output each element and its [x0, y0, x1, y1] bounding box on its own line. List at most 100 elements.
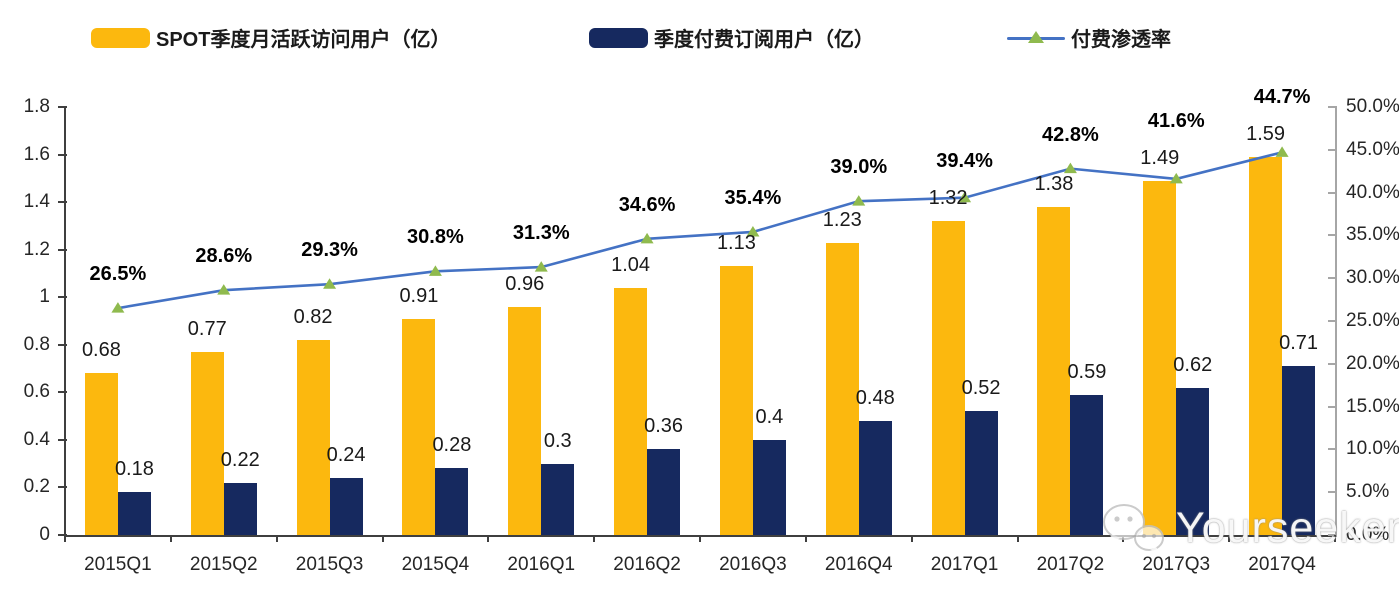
legend-item-subscribers: 季度付费订阅用户（亿） [589, 23, 874, 52]
x-axis-label: 2017Q3 [1142, 554, 1211, 575]
penetration-line [117, 151, 1283, 310]
left-axis-tick-label: 1.8 [23, 96, 50, 117]
legend-item-mau: SPOT季度月活跃访问用户（亿） [91, 23, 450, 52]
left-axis-tick-label: 1 [39, 286, 50, 308]
subs-value-label: 0.24 [326, 443, 366, 466]
triangle-marker-icon [1028, 30, 1044, 43]
subscribers-legend-label: 季度付费订阅用户（亿） [654, 29, 874, 51]
subs-value-label: 0.36 [644, 415, 684, 438]
mau-bar [402, 318, 436, 535]
left-axis-tick [58, 486, 67, 489]
subs-bar [1070, 394, 1104, 535]
x-axis-tick [275, 535, 278, 542]
subs-value-label: 0.28 [432, 434, 472, 457]
mau-value-label: 1.13 [716, 232, 756, 255]
watermark-text: Yourseeker [1176, 503, 1399, 552]
x-axis-tick [910, 535, 913, 542]
right-axis-tick-label: 30.0% [1346, 267, 1399, 289]
subs-value-label: 0.4 [755, 405, 784, 428]
mau-value-label: 0.77 [187, 317, 227, 340]
right-axis-tick-label: 0.0% [1346, 524, 1390, 545]
x-axis-label: 2017Q4 [1248, 554, 1316, 575]
penetration-value-label: 35.4% [724, 186, 782, 209]
subs-value-label: 0.48 [855, 386, 895, 409]
subs-bar [1176, 387, 1210, 535]
penetration-legend-line-marker-icon [1007, 28, 1065, 48]
right-axis-tick [1328, 534, 1337, 536]
left-axis-tick [58, 534, 67, 536]
penetration-value-label: 42.8% [1042, 123, 1099, 146]
mau-bar [190, 351, 224, 535]
right-axis-tick-label: 5.0% [1346, 481, 1390, 503]
penetration-marker [1063, 162, 1077, 174]
x-axis-tick [699, 535, 701, 542]
right-axis-tick [1328, 448, 1337, 451]
x-axis-tick [1228, 535, 1231, 542]
left-axis-tick [58, 248, 67, 251]
subs-bar [752, 439, 786, 535]
penetration-marker [640, 232, 654, 244]
right-axis-tick-label: 20.0% [1346, 352, 1399, 374]
mau-bar [719, 266, 753, 535]
mau-value-label: 0.91 [399, 284, 439, 307]
mau-bar [296, 340, 330, 535]
x-axis-label: 2016Q4 [824, 554, 893, 575]
right-axis-tick [1328, 491, 1337, 494]
wechat-icon [1103, 504, 1164, 555]
right-axis-tick [1328, 191, 1337, 194]
left-axis-tick-label: 0 [39, 524, 50, 545]
x-axis-label: 2015Q4 [401, 554, 470, 575]
penetration-legend-label: 付费渗透率 [1071, 29, 1171, 51]
right-axis-tick [1328, 320, 1337, 322]
right-axis-tick [1328, 277, 1337, 280]
right-axis-tick-label: 25.0% [1346, 310, 1399, 331]
subs-bar [964, 411, 998, 535]
x-axis-label: 2017Q1 [930, 554, 999, 575]
left-axis-tick [58, 201, 67, 204]
mau-value-label: 1.59 [1246, 122, 1286, 145]
penetration-value-label: 39.0% [830, 156, 888, 179]
x-axis-tick [381, 535, 384, 542]
penetration-marker [323, 278, 337, 289]
penetration-marker [1169, 172, 1183, 184]
left-axis-tick-label: 0.6 [23, 381, 50, 403]
right-axis-tick-label: 35.0% [1346, 224, 1399, 246]
penetration-value-label: 44.7% [1253, 85, 1311, 108]
right-axis-tick [1328, 405, 1337, 408]
left-axis-tick-label: 1.2 [23, 238, 50, 260]
mau-bar [614, 287, 648, 535]
x-axis-tick [487, 535, 490, 542]
penetration-value-label: 30.8% [407, 226, 464, 249]
left-axis-tick [58, 438, 67, 441]
subscribers-legend-swatch [589, 27, 648, 48]
x-axis-tick [1016, 535, 1019, 542]
left-axis-tick-label: 0.2 [23, 476, 50, 498]
penetration-value-label: 31.3% [512, 222, 570, 245]
x-axis-label: 2016Q2 [613, 554, 681, 575]
x-axis-tick [64, 535, 66, 542]
penetration-value-label: 34.6% [618, 193, 676, 216]
mau-value-label: 1.49 [1140, 146, 1180, 169]
mau-value-label: 0.68 [81, 339, 121, 362]
mau-bar [84, 373, 118, 535]
mau-legend-swatch [91, 27, 150, 48]
x-axis-tick [804, 535, 807, 542]
x-axis-label: 2017Q2 [1036, 554, 1105, 575]
subs-value-label: 0.71 [1279, 332, 1319, 355]
mau-value-label: 1.23 [822, 208, 862, 231]
x-axis-label: 2015Q3 [295, 554, 364, 575]
mau-value-label: 1.04 [611, 253, 651, 276]
subs-value-label: 0.52 [961, 377, 1001, 400]
left-axis-tick [58, 343, 67, 346]
subs-bar [329, 477, 363, 535]
mau-value-label: 0.82 [293, 306, 333, 329]
mau-value-label: 0.96 [505, 272, 545, 295]
left-axis-tick [58, 391, 67, 394]
legend-item-penetration: 付费渗透率 [1007, 23, 1171, 52]
subs-bar [858, 420, 892, 535]
penetration-value-label: 26.5% [89, 263, 147, 286]
penetration-marker [534, 261, 548, 272]
right-axis-tick-label: 15.0% [1346, 395, 1399, 417]
left-axis-tick [58, 296, 67, 299]
penetration-value-label: 28.6% [195, 245, 253, 268]
